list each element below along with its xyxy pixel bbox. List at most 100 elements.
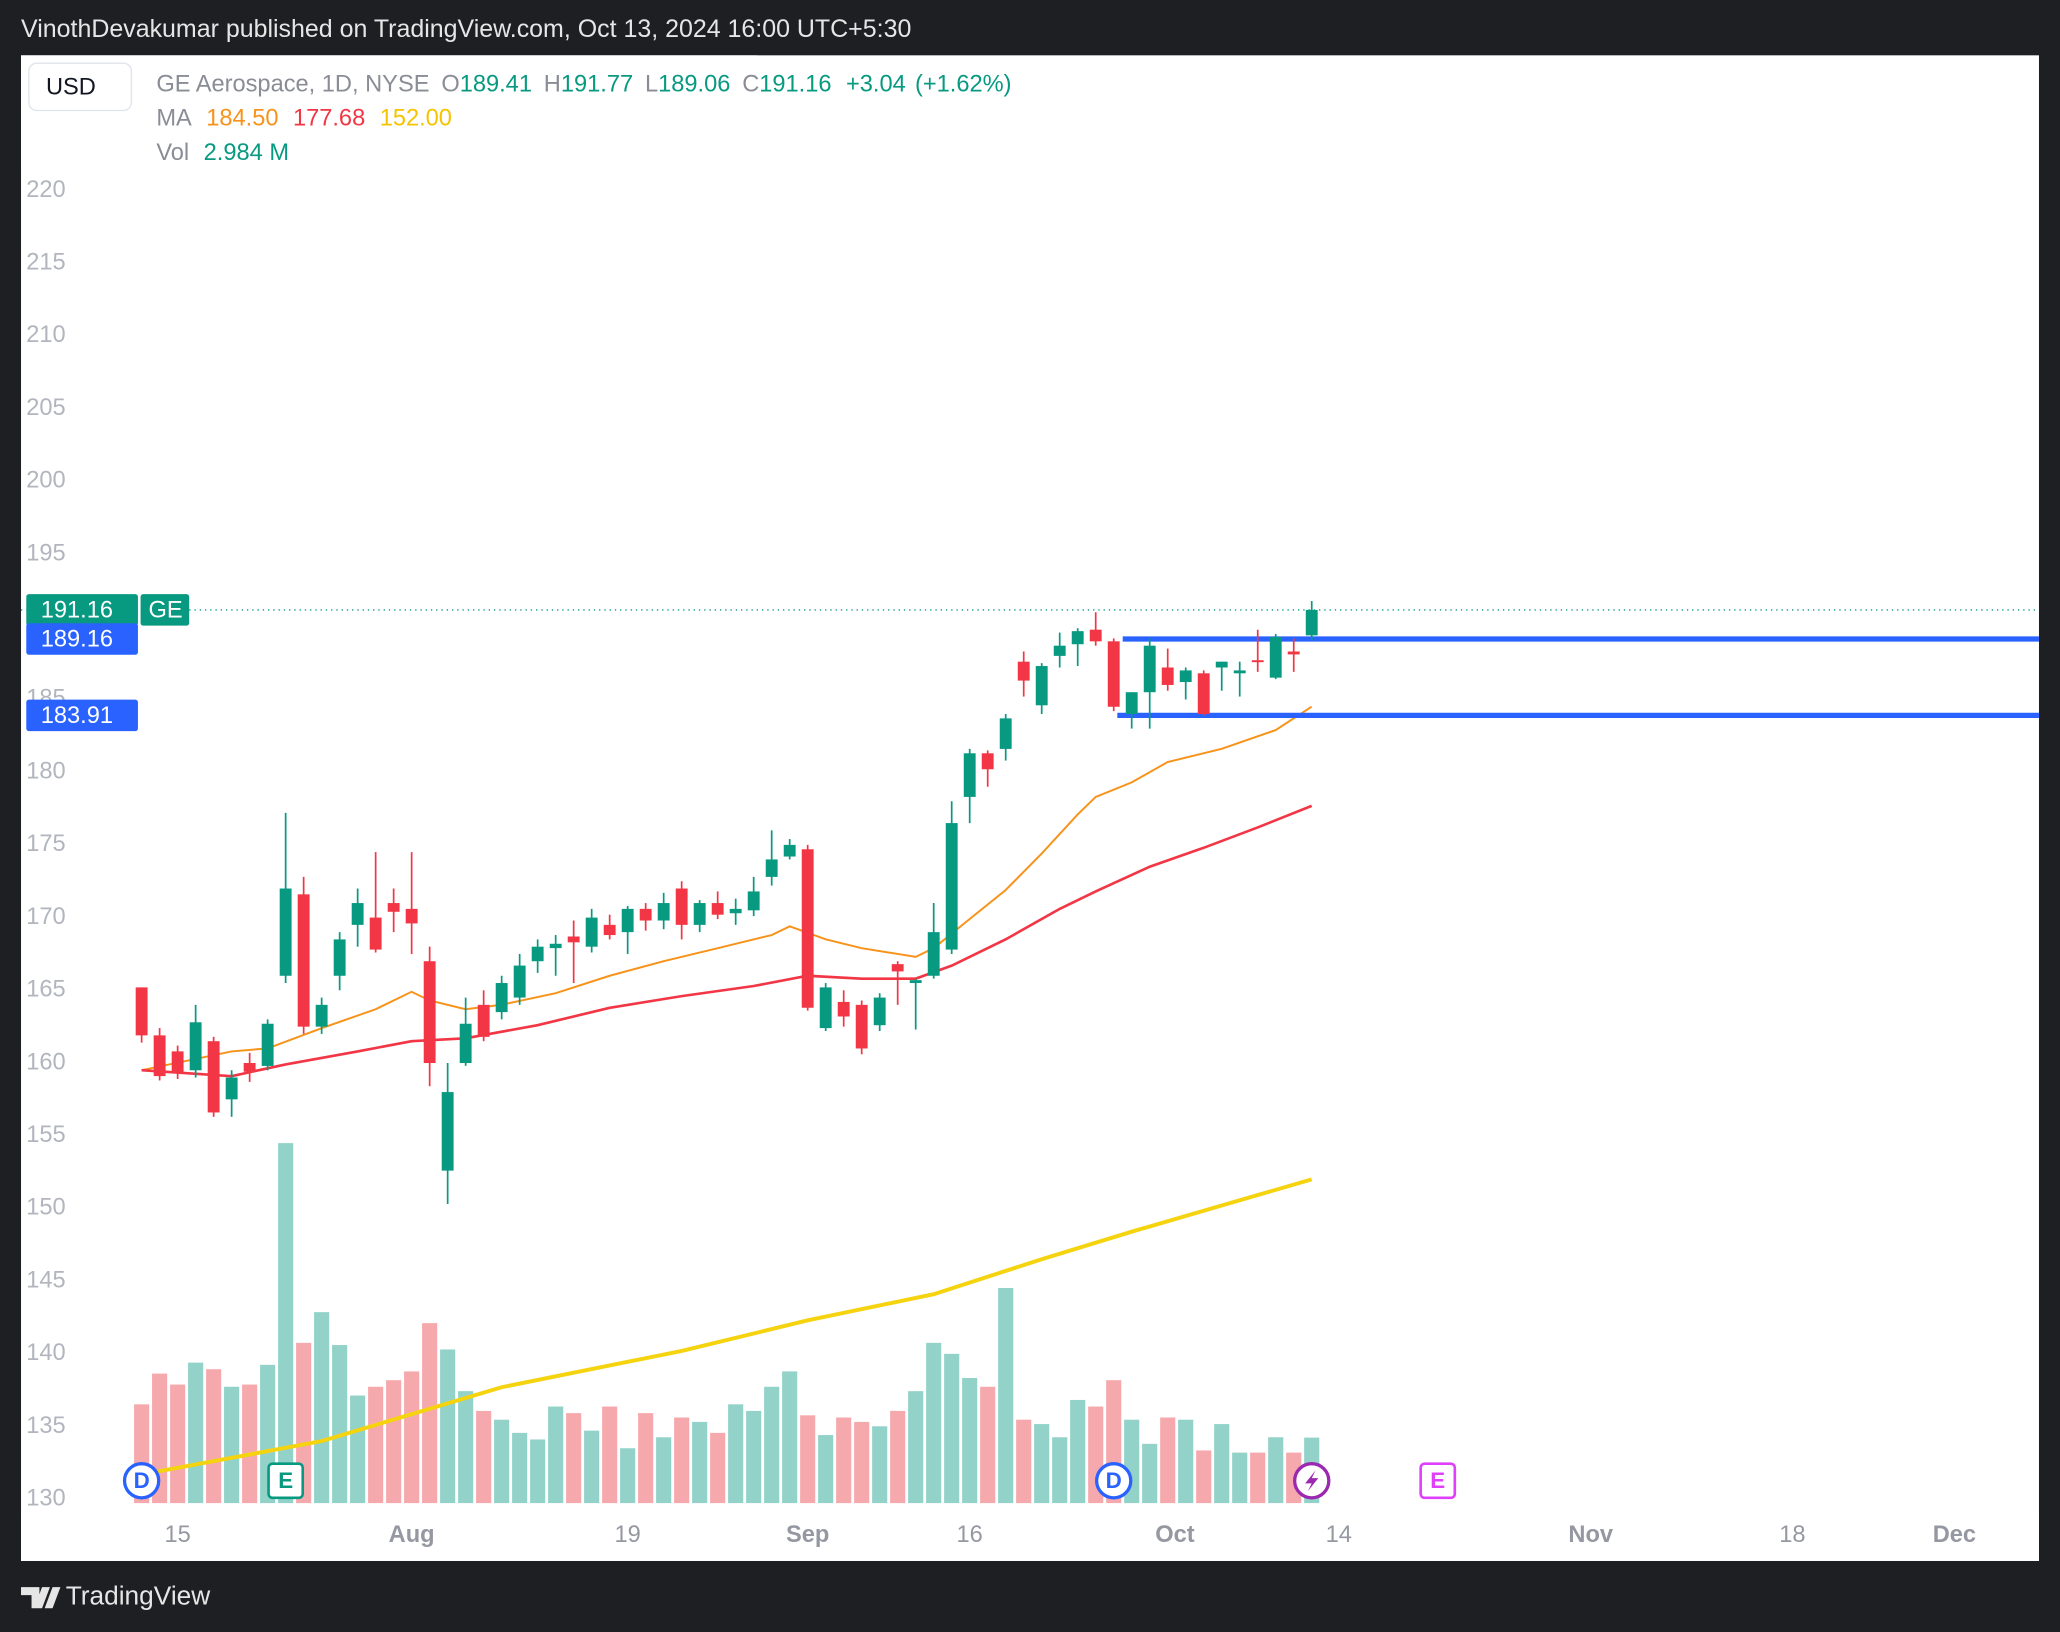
- candle-body: [495, 983, 508, 1013]
- event-label: D: [134, 1468, 150, 1493]
- open: 189.41: [460, 72, 532, 98]
- volume-bar: [1052, 1437, 1068, 1504]
- event-label: D: [1106, 1468, 1122, 1493]
- logo: TradingView: [21, 1581, 211, 1611]
- volume-bar: [854, 1421, 870, 1504]
- legend-backdrop: [21, 55, 757, 169]
- price-tag-label: 191.16: [41, 597, 113, 623]
- symbol: GE Aerospace, 1D, NYSE: [156, 72, 429, 98]
- volume-bar: [620, 1448, 636, 1504]
- candle-body: [1125, 692, 1138, 715]
- candle-body: [387, 903, 400, 912]
- volume-bar: [494, 1419, 510, 1504]
- y-tick-label: 200: [26, 468, 65, 494]
- x-axis: 15 Aug 19 Sep 16 Oct 14 Nov 18 Dec: [164, 1522, 1976, 1548]
- volume-bar: [170, 1384, 186, 1504]
- candle-body: [171, 1051, 184, 1074]
- candle-body: [513, 965, 526, 998]
- high: 191.77: [561, 72, 633, 98]
- volume-bar: [926, 1342, 942, 1504]
- candle-body: [747, 891, 760, 911]
- y-tick-label: 130: [26, 1485, 65, 1511]
- candle-body: [1035, 666, 1048, 706]
- volume-bar: [890, 1410, 906, 1504]
- volume-bar: [962, 1377, 978, 1504]
- candle-body: [1107, 641, 1120, 707]
- volume-bar: [872, 1426, 888, 1504]
- volume-bar: [674, 1417, 690, 1504]
- close: 191.16: [759, 72, 831, 98]
- event-icon: [122, 1462, 161, 1500]
- currency[interactable]: USD: [46, 74, 96, 100]
- candle-body: [1179, 670, 1192, 683]
- y-tick-label: 170: [26, 904, 65, 930]
- symbol-tag-label: GE: [148, 597, 182, 623]
- candle-body: [333, 939, 346, 976]
- event-icon: [267, 1462, 305, 1500]
- volume-bar: [1196, 1450, 1212, 1504]
- symbol-tag: [140, 594, 190, 626]
- volume-bar: [782, 1371, 798, 1504]
- volume-bar: [710, 1432, 726, 1504]
- x-tick-label: 19: [615, 1522, 641, 1548]
- volume-bar: [314, 1312, 330, 1504]
- chart-panel: [21, 55, 2039, 1561]
- volume-bar: [386, 1380, 402, 1504]
- x-tick-label: 15: [164, 1522, 190, 1548]
- candle-body: [207, 1041, 220, 1113]
- volume-bar: [224, 1386, 240, 1504]
- candle-body: [783, 844, 796, 857]
- price-tag-label: 183.91: [41, 703, 113, 729]
- currency-button[interactable]: [28, 62, 133, 112]
- candle-body: [1161, 667, 1174, 685]
- candle-body: [279, 888, 292, 976]
- volume-bar: [530, 1439, 546, 1504]
- vol-value: 2.984 M: [204, 140, 289, 166]
- candle-body: [1017, 661, 1030, 681]
- volume-bar: [800, 1415, 816, 1504]
- volume-bar: [1160, 1417, 1176, 1504]
- candle-body: [1251, 660, 1264, 663]
- candle-body: [189, 1022, 202, 1071]
- y-tick-label: 220: [26, 177, 65, 203]
- candle-body: [441, 1092, 454, 1171]
- price-tag: [26, 594, 138, 626]
- y-tick-label: 215: [26, 250, 65, 276]
- volume-bar: [1070, 1399, 1086, 1504]
- volume-bar: [206, 1369, 222, 1504]
- volume-bar: [908, 1391, 924, 1504]
- volume-bar: [440, 1349, 456, 1504]
- candle-body: [1305, 609, 1318, 636]
- x-tick-label: 16: [957, 1522, 983, 1548]
- price-tag-label: 189.16: [41, 627, 113, 653]
- vol-legend: Vol 2.984 M: [156, 140, 289, 166]
- price-tag: [26, 699, 138, 732]
- event-icon: [1419, 1462, 1457, 1500]
- volume-bar: [836, 1417, 852, 1504]
- candle-body: [261, 1023, 274, 1066]
- plot: 1301351401451501551601651701751801851901…: [21, 177, 2039, 1511]
- candle-body: [693, 903, 706, 925]
- x-tick-label: Nov: [1568, 1522, 1613, 1548]
- candle-body: [297, 894, 310, 1027]
- candle-body: [135, 987, 148, 1036]
- candle-body: [1143, 645, 1156, 693]
- logo-mark: [21, 1587, 61, 1609]
- candle-body: [765, 859, 778, 877]
- vol-label: Vol: [156, 140, 189, 166]
- legend: GE Aerospace, 1D, NYSE O189.41 H191.77 L…: [156, 72, 1011, 98]
- candle-body: [621, 908, 634, 933]
- attribution: VinothDevakumar published on TradingView…: [21, 15, 911, 43]
- volume-bar: [980, 1386, 996, 1504]
- ma-value: 152.00: [380, 106, 452, 132]
- event-label: E: [1430, 1468, 1445, 1493]
- footer: TradingView: [66, 1581, 212, 1611]
- candle-body: [945, 823, 958, 950]
- candle-body: [819, 987, 832, 1029]
- x-tick-label: Dec: [1933, 1522, 1976, 1548]
- volume-bar: [602, 1406, 618, 1504]
- candle-body: [459, 1023, 472, 1064]
- y-tick-label: 180: [26, 758, 65, 784]
- candle-body: [405, 908, 418, 924]
